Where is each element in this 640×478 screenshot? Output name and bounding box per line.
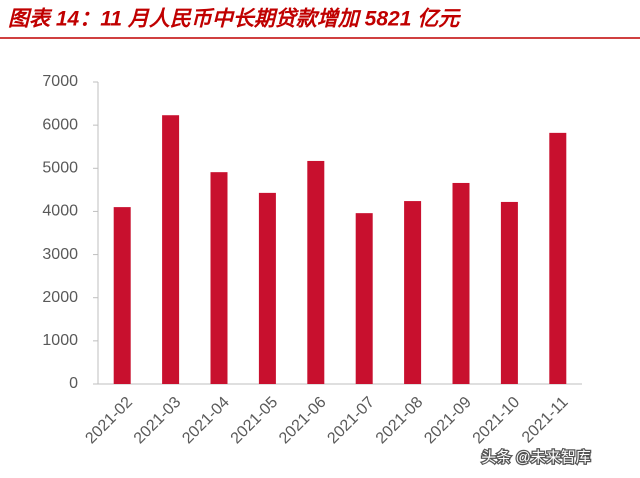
y-tick-label: 6000 [42, 116, 78, 133]
y-tick-label: 3000 [42, 246, 78, 263]
x-tick-label: 2021-05 [228, 394, 282, 448]
bar [404, 201, 422, 384]
bar [355, 213, 373, 384]
y-tick-label: 4000 [42, 203, 78, 220]
x-tick-label: 2021-04 [179, 394, 233, 448]
bar [549, 132, 567, 384]
y-tick-label: 7000 [42, 73, 78, 90]
chart-title: 图表 14：11 月人民币中长期贷款增加 5821 亿元 [8, 7, 461, 31]
x-tick-label: 2021-09 [421, 394, 475, 448]
bar [210, 172, 228, 384]
x-tick-label: 2021-07 [324, 394, 378, 448]
x-tick-label: 2021-03 [131, 394, 185, 448]
watermark: 头条 @未来智库 [481, 448, 590, 466]
bar [307, 160, 325, 384]
bar [113, 207, 131, 384]
x-tick-label: 2021-08 [373, 394, 427, 448]
x-tick-label: 2021-11 [519, 394, 572, 447]
bar [500, 201, 518, 384]
bar [258, 192, 276, 384]
y-tick-label: 0 [69, 375, 78, 392]
bar [452, 182, 470, 384]
x-tick-label: 2021-02 [82, 394, 136, 448]
y-tick-label: 1000 [42, 332, 78, 349]
y-tick-label: 5000 [42, 160, 78, 177]
x-tick-label: 2021-06 [276, 394, 330, 448]
y-tick-label: 2000 [42, 289, 78, 306]
x-tick-label: 2021-10 [470, 394, 524, 448]
bar [162, 115, 180, 384]
